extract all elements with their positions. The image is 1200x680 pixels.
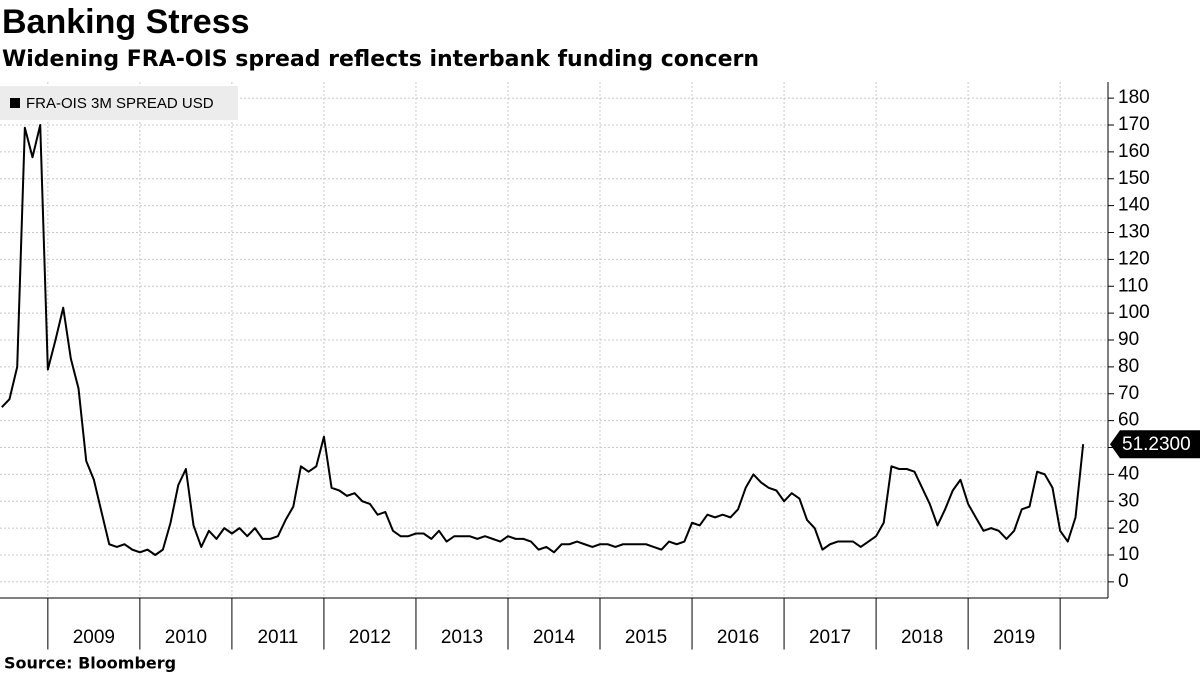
y-tick-label: 80: [1118, 356, 1139, 377]
x-tick-label: 2014: [533, 627, 576, 648]
source-note: Source: Bloomberg: [4, 654, 176, 673]
series-line: [1, 124, 1085, 556]
x-tick-label: 2010: [165, 627, 207, 648]
y-tick-label: 140: [1118, 195, 1150, 216]
x-tick-label: 2017: [809, 627, 851, 648]
y-tick-label: 60: [1118, 410, 1139, 431]
y-tick-label: 100: [1118, 302, 1150, 323]
x-tick-label: 2012: [349, 627, 391, 648]
legend-swatch: [10, 98, 20, 108]
legend-label: FRA-OIS 3M SPREAD USD: [26, 95, 214, 112]
y-tick-label: 40: [1118, 463, 1139, 484]
y-tick-label: 150: [1118, 168, 1150, 189]
y-tick-label: 20: [1118, 517, 1139, 538]
y-tick-label: 180: [1118, 87, 1150, 108]
y-tick-label: 0: [1118, 571, 1129, 592]
legend-box: [0, 86, 238, 120]
x-tick-label: 2018: [901, 627, 943, 648]
y-tick-label: 120: [1118, 248, 1150, 269]
y-tick-label: 170: [1118, 114, 1150, 135]
x-tick-label: 2011: [257, 627, 298, 648]
y-tick-label: 90: [1118, 329, 1139, 350]
y-tick-label: 110: [1118, 275, 1148, 296]
y-tick-label: 10: [1118, 544, 1139, 565]
chart-title: Banking Stress: [2, 3, 250, 41]
y-tick-label: 30: [1118, 490, 1139, 511]
y-tick-label: 160: [1118, 141, 1150, 162]
x-tick-label: 2009: [73, 627, 115, 648]
chart-subtitle: Widening FRA-OIS spread reflects interba…: [2, 47, 759, 72]
x-tick-label: 2015: [625, 627, 667, 648]
last-value-tag: [1110, 430, 1200, 459]
x-tick-label: 2019: [993, 627, 1035, 648]
x-tick-label: 2013: [441, 627, 483, 648]
last-value-label: 51.2300: [1122, 434, 1191, 455]
y-tick-label: 130: [1118, 222, 1150, 243]
y-tick-label: 70: [1118, 383, 1139, 404]
x-tick-label: 2016: [717, 627, 759, 648]
